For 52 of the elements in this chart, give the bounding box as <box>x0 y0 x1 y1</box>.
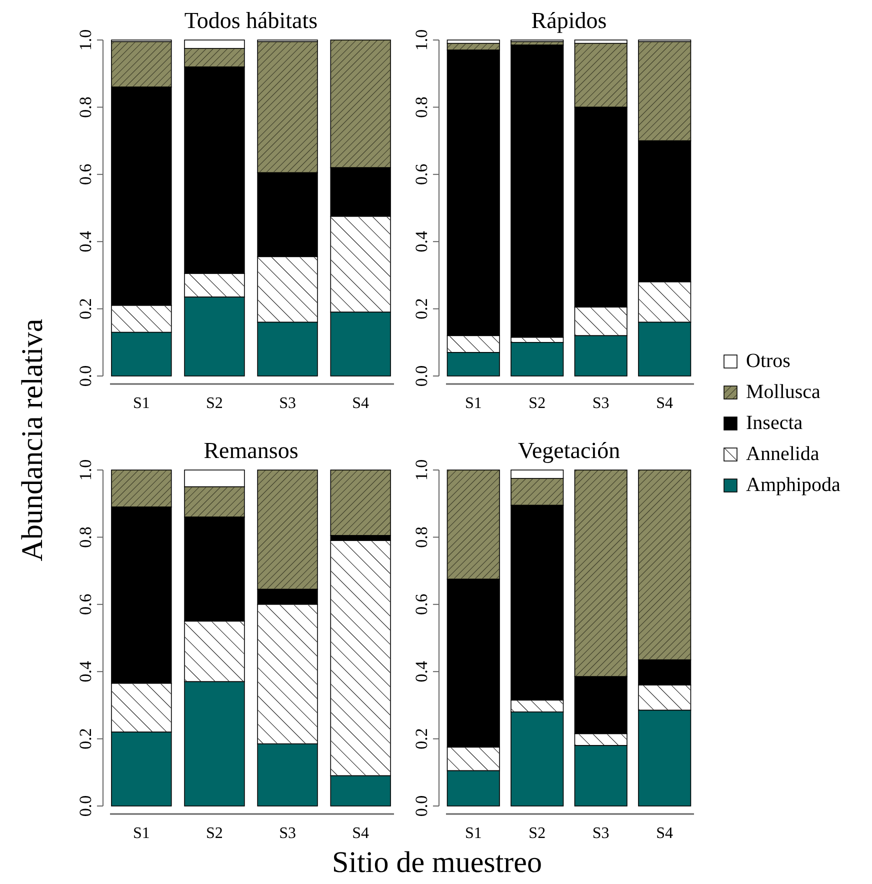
x-axis-title: Sitio de muestreo <box>332 846 542 879</box>
y-axis-title: Abundancia relativa <box>16 318 49 562</box>
bar <box>510 44 564 338</box>
y-tick-label: 0.0 <box>412 365 431 387</box>
x-tick-label: S2 <box>206 395 223 412</box>
y-tick-label: 1.0 <box>76 29 95 51</box>
y-tick-label: 0.0 <box>76 795 95 817</box>
y-tick-label: 0.6 <box>412 594 431 616</box>
x-tick-label: S3 <box>592 395 610 412</box>
y-tick-label: 0.6 <box>76 594 95 616</box>
y-tick-label: 1.0 <box>76 459 95 481</box>
y-tick-label: 0.2 <box>76 298 95 320</box>
chart-title: Vegetación <box>518 438 621 463</box>
x-tick-label: S2 <box>206 825 223 842</box>
y-tick-label: 1.0 <box>412 29 431 51</box>
chart-title: Todos hábitats <box>184 8 318 33</box>
x-tick-label: S4 <box>352 825 370 842</box>
chart-title: Remansos <box>204 438 298 463</box>
y-tick-label: 0.2 <box>76 728 95 750</box>
x-tick-label: S3 <box>279 825 296 842</box>
y-tick-label: 0.8 <box>412 526 431 548</box>
y-tick-label: 0.4 <box>76 660 95 682</box>
x-tick-label: S2 <box>528 825 546 842</box>
chart-title: Rápidos <box>531 8 607 33</box>
x-tick-label: S4 <box>656 825 674 842</box>
y-tick-label: 0.6 <box>76 164 95 186</box>
x-tick-label: S3 <box>592 825 610 842</box>
legend-label: Otros <box>746 350 791 372</box>
x-tick-label: S3 <box>279 395 296 412</box>
y-tick-label: 0.0 <box>76 365 95 387</box>
legend-label: Annelida <box>746 443 820 465</box>
y-tick-label: 0.4 <box>412 230 431 252</box>
y-tick-label: 0.8 <box>412 96 431 118</box>
y-tick-label: 1.0 <box>412 459 431 481</box>
y-tick-label: 0.0 <box>412 795 431 817</box>
x-tick-label: S1 <box>132 395 150 412</box>
y-tick-label: 0.2 <box>412 728 431 750</box>
x-tick-label: S1 <box>132 825 150 842</box>
y-tick-label: 0.8 <box>76 526 95 548</box>
x-tick-label: S4 <box>656 395 674 412</box>
y-tick-label: 0.8 <box>76 96 95 118</box>
legend-label: Amphipoda <box>746 474 841 496</box>
x-tick-label: S1 <box>464 825 482 842</box>
x-tick-label: S2 <box>528 395 546 412</box>
x-tick-label: S1 <box>464 395 482 412</box>
y-tick-label: 0.2 <box>412 298 431 320</box>
y-tick-label: 0.4 <box>76 230 95 252</box>
legend-label: Mollusca <box>746 381 821 403</box>
y-tick-label: 0.6 <box>412 164 431 186</box>
x-tick-label: S4 <box>352 395 370 412</box>
y-tick-label: 0.4 <box>412 660 431 682</box>
legend-label: Insecta <box>746 412 803 434</box>
